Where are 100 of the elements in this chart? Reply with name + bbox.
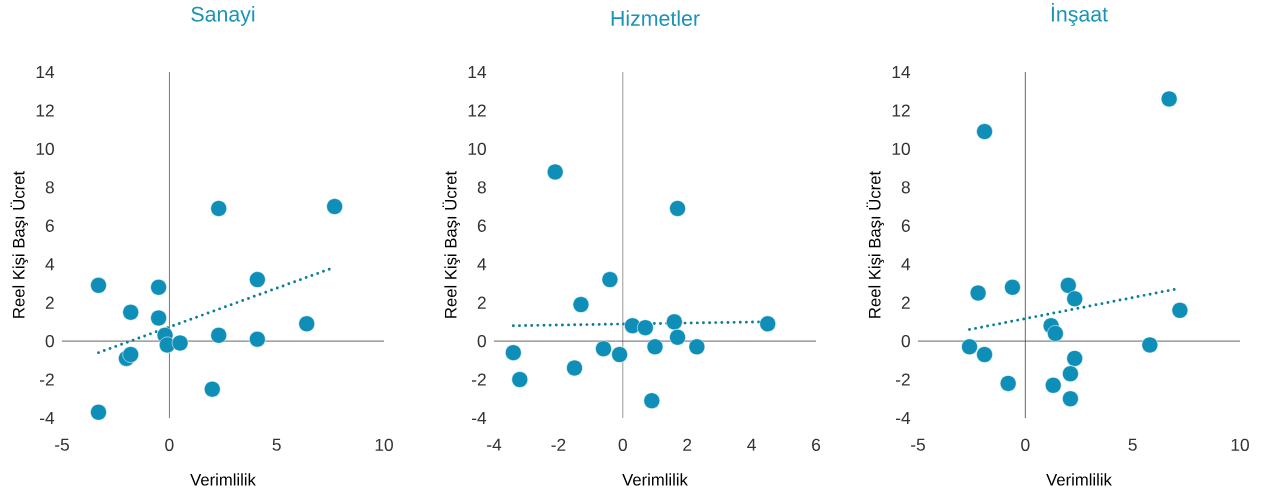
point <box>1160 90 1178 108</box>
x-tick-label: 2 <box>683 438 692 451</box>
y-axis-title: Reel Kişi Başı Ücret <box>866 171 884 318</box>
point <box>505 344 522 361</box>
y-tick-label: -2 <box>895 373 910 386</box>
y-tick-label: 12 <box>892 104 910 117</box>
point <box>1066 290 1083 308</box>
point <box>572 296 590 313</box>
point <box>976 123 993 140</box>
point <box>601 271 619 288</box>
x-tick-label: -5 <box>55 438 69 451</box>
point <box>210 327 227 344</box>
point <box>150 309 167 327</box>
point <box>1066 350 1083 367</box>
point <box>1060 277 1077 294</box>
y-tick-label: 14 <box>36 66 55 78</box>
point <box>171 334 189 352</box>
chart-title: Sanayi <box>191 6 255 26</box>
y-tick-label: 2 <box>477 296 486 309</box>
point <box>595 340 612 358</box>
point <box>969 284 987 302</box>
y-tick-label: 10 <box>468 142 486 156</box>
y-tick-label: 2 <box>45 296 54 309</box>
point <box>1062 390 1079 408</box>
point <box>1141 336 1159 354</box>
point <box>976 346 993 363</box>
y-tick-label: 8 <box>45 181 54 194</box>
x-tick-label: 10 <box>1231 438 1249 451</box>
point <box>90 403 107 421</box>
point <box>637 319 654 336</box>
point <box>546 163 564 181</box>
point <box>122 304 139 321</box>
x-tick-label: 0 <box>1021 438 1030 451</box>
point <box>150 279 167 296</box>
x-tick-label: 0 <box>165 438 174 451</box>
y-tick-label: -2 <box>40 373 54 386</box>
x-tick-label: 5 <box>1128 438 1137 451</box>
point <box>999 375 1017 392</box>
x-tick-label: 10 <box>375 438 393 451</box>
y-tick-label: -4 <box>471 412 487 424</box>
y-tick-label: 6 <box>477 219 486 232</box>
y-tick-label: 4 <box>477 258 487 271</box>
point <box>249 330 266 348</box>
y-tick-label: 8 <box>477 181 486 194</box>
point <box>204 380 221 398</box>
x-axis-title: Verimlilik <box>622 473 688 486</box>
x-tick-label: 4 <box>747 438 756 451</box>
point <box>566 359 583 377</box>
point <box>666 313 683 331</box>
chart-title: Hizmetler <box>611 10 700 26</box>
point <box>1047 325 1064 342</box>
x-tick-label: 5 <box>272 438 281 451</box>
y-axis-title: Reel Kişi Başı Ücret <box>442 171 460 318</box>
y-tick-label: 6 <box>45 219 54 232</box>
point <box>669 328 686 346</box>
y-axis-title: Reel Kişi Başı Ücret <box>10 171 28 318</box>
y-tick-label: 10 <box>36 142 54 156</box>
point <box>210 200 227 217</box>
x-tick-label: -4 <box>487 438 502 451</box>
y-tick-label: 12 <box>36 104 54 117</box>
point <box>646 338 664 356</box>
y-tick-label: -4 <box>895 412 911 424</box>
x-tick-label: 0 <box>618 438 627 451</box>
x-axis-title: Verimlilik <box>1046 473 1112 486</box>
point <box>511 371 529 388</box>
point <box>759 315 776 333</box>
y-tick-label: 4 <box>901 258 911 271</box>
x-tick-label: -5 <box>911 438 925 451</box>
x-tick-label: 6 <box>812 438 821 451</box>
y-tick-label: 14 <box>468 66 487 78</box>
point <box>1004 279 1021 296</box>
point <box>298 315 315 333</box>
y-tick-label: 10 <box>892 142 910 156</box>
point <box>643 392 661 409</box>
x-tick-label: -2 <box>551 438 566 451</box>
y-tick-label: 2 <box>901 296 910 309</box>
y-tick-label: 0 <box>901 334 910 348</box>
y-tick-label: 4 <box>45 258 55 271</box>
point <box>961 338 978 356</box>
y-tick-label: -4 <box>40 412 55 424</box>
point <box>611 346 628 363</box>
y-tick-label: 0 <box>45 334 54 348</box>
point <box>1044 377 1062 394</box>
y-tick-label: 14 <box>892 66 911 78</box>
point <box>90 277 107 294</box>
point <box>688 338 706 356</box>
y-tick-label: 0 <box>477 334 486 348</box>
y-tick-label: 8 <box>901 181 910 194</box>
point <box>669 200 686 217</box>
point <box>1062 365 1079 383</box>
point <box>624 317 641 334</box>
x-axis-title: Verimlilik <box>190 473 256 486</box>
y-tick-label: 6 <box>901 219 910 232</box>
point <box>1171 302 1189 319</box>
chart-title: İnşaat <box>1051 2 1108 26</box>
y-tick-label: -2 <box>471 373 486 386</box>
point <box>122 346 139 363</box>
point <box>326 198 343 215</box>
point <box>249 271 266 288</box>
y-tick-label: 12 <box>468 104 486 117</box>
